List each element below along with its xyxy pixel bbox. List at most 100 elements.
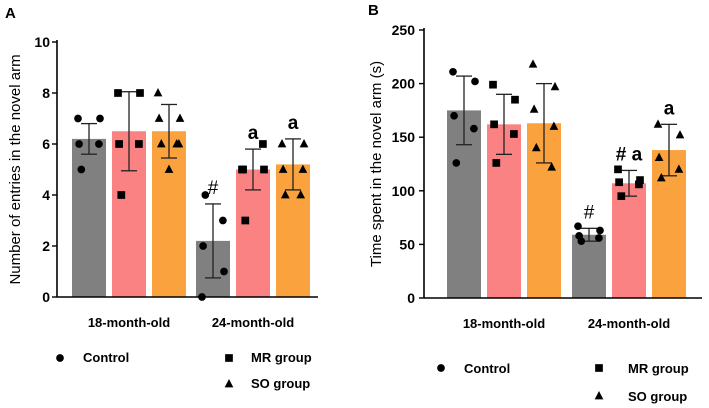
- data-point: [531, 142, 541, 152]
- data-point: [635, 180, 643, 189]
- significance-label: #: [584, 202, 595, 223]
- data-point: [277, 139, 287, 148]
- bar: [72, 138, 106, 297]
- significance-label: #: [208, 178, 219, 199]
- data-point: [653, 119, 663, 128]
- data-point: [96, 114, 104, 123]
- data-point: [241, 216, 250, 225]
- legend-marker: [437, 364, 445, 372]
- y-axis-title: Number of entries in the novel arm: [7, 54, 24, 284]
- significance-label: # a: [616, 144, 643, 165]
- data-point: [492, 159, 501, 167]
- data-point: [549, 121, 559, 130]
- data-point: [201, 191, 210, 199]
- legend-marker: [56, 354, 64, 362]
- y-tick-label: 2: [42, 238, 50, 254]
- y-tick-label: 250: [392, 22, 416, 38]
- data-point: [615, 178, 623, 187]
- y-axis-title: Time spent in the novel arm (s): [368, 61, 385, 267]
- legend-label: SO group: [251, 376, 310, 391]
- x-group-label: 24-month-old: [212, 315, 294, 330]
- data-point: [153, 88, 163, 97]
- data-point: [135, 140, 143, 148]
- data-point: [675, 130, 685, 139]
- data-point: [596, 226, 604, 235]
- data-point: [115, 140, 123, 148]
- x-group-label: 24-month-old: [588, 316, 670, 331]
- bar: [612, 183, 646, 298]
- data-point: [450, 111, 458, 120]
- data-point: [298, 164, 308, 173]
- data-point: [614, 165, 622, 174]
- legend-marker: [594, 391, 604, 400]
- legend-label: Control: [464, 361, 510, 376]
- data-point: [74, 114, 82, 123]
- y-tick-label: 50: [399, 236, 415, 252]
- data-point: [654, 152, 664, 161]
- panel-a: A Number of entries in the novel arm # a a 0 2…: [5, 5, 318, 391]
- data-point: [117, 191, 126, 199]
- bar: [236, 169, 270, 297]
- significance-label: a: [288, 113, 299, 134]
- data-point: [574, 222, 582, 231]
- data-point: [550, 81, 560, 91]
- y-tick-label: 6: [42, 136, 50, 152]
- data-point: [77, 165, 86, 174]
- y-tick-label: 10: [34, 34, 50, 50]
- x-group-label: 18-month-old: [88, 315, 170, 330]
- data-point: [280, 190, 290, 199]
- data-point: [172, 139, 182, 148]
- y-tick-label: 0: [42, 289, 50, 305]
- legend-label: MR group: [251, 350, 312, 365]
- y-tick-label: 150: [392, 129, 416, 145]
- legend-label: Control: [83, 350, 129, 365]
- data-point: [471, 77, 479, 86]
- data-point: [489, 80, 497, 89]
- data-point: [636, 176, 644, 184]
- data-point: [164, 164, 174, 173]
- data-point: [154, 113, 164, 122]
- data-point: [510, 130, 518, 138]
- data-point: [299, 139, 309, 148]
- x-group-label: 18-month-old: [463, 316, 545, 331]
- legend-label: SO group: [628, 389, 687, 404]
- panel-letter: B: [368, 2, 379, 19]
- legend-marker: [225, 354, 233, 362]
- data-point: [95, 140, 103, 148]
- significance-label: a: [664, 98, 675, 119]
- y-tick-label: 8: [42, 85, 50, 101]
- data-point: [278, 164, 288, 173]
- y-tick-label: 100: [392, 183, 416, 199]
- y-tick-label: 4: [42, 187, 50, 203]
- data-point: [239, 165, 247, 174]
- data-point: [156, 139, 166, 148]
- legend: Control MR group SO group: [437, 361, 689, 404]
- y-tick-label: 0: [407, 290, 415, 306]
- data-point: [617, 192, 626, 201]
- data-point: [175, 113, 185, 122]
- panel-letter: A: [5, 5, 16, 22]
- panel-b: B Time spent in the novel arm (s) # # a a 0 50…: [368, 2, 702, 404]
- data-point: [547, 162, 557, 171]
- data-point: [674, 164, 684, 173]
- bar: [572, 234, 606, 298]
- data-point: [452, 159, 461, 167]
- data-point: [220, 267, 228, 276]
- legend-marker: [595, 364, 603, 372]
- data-point: [114, 89, 122, 97]
- legend: Control MR group SO group: [56, 350, 312, 391]
- legend-marker: [224, 379, 234, 388]
- data-point: [219, 216, 227, 225]
- data-point: [490, 120, 498, 129]
- data-point: [577, 237, 586, 246]
- legend-label: MR group: [628, 361, 689, 376]
- data-point: [529, 104, 539, 113]
- data-point: [470, 124, 478, 133]
- data-point: [595, 234, 603, 242]
- data-point: [449, 67, 457, 76]
- data-point: [75, 140, 83, 148]
- significance-label: a: [248, 123, 259, 144]
- y-tick-label: 200: [392, 76, 416, 92]
- data-point: [259, 140, 267, 148]
